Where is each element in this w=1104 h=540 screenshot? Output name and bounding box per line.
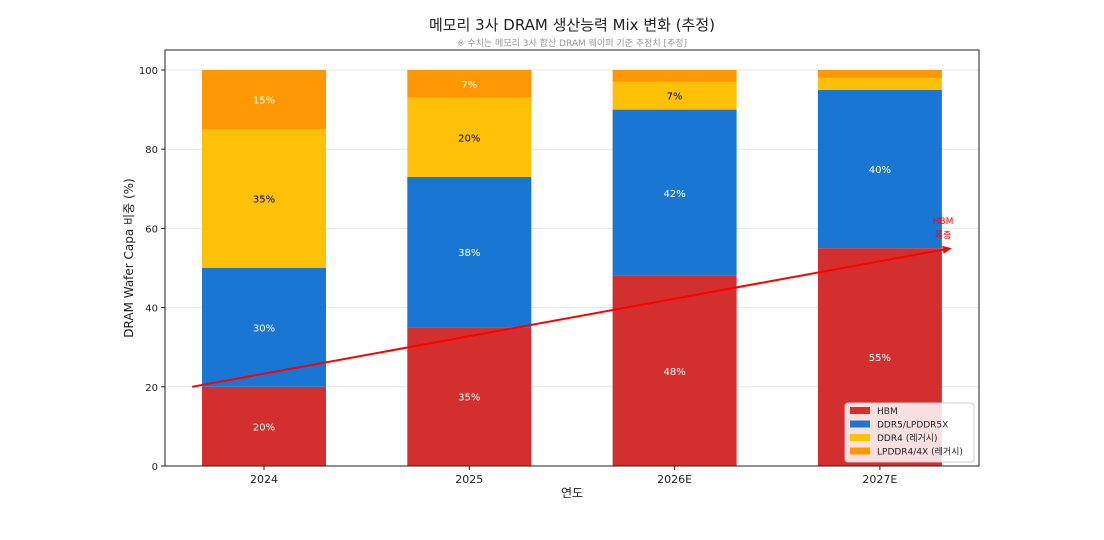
data-label: 30% [253, 323, 275, 334]
x-tick-label: 2027E [862, 473, 897, 486]
bar-ddr4 [817, 77, 942, 90]
y-tick-label: 40 [145, 304, 158, 315]
x-tick-label: 2024 [250, 473, 278, 486]
data-label: 42% [663, 189, 685, 200]
bar-ddr4 [202, 129, 326, 268]
x-axis-label: 연도 [561, 486, 583, 500]
x-tick-label: 2026E [657, 473, 692, 486]
y-axis-label: DRAM Wafer Capa 비중 (%) [122, 178, 136, 337]
legend-box [844, 402, 975, 463]
data-label: 35% [253, 195, 275, 206]
y-tick-label: 80 [145, 145, 158, 156]
trend-arrow: HBM 폭증 [191, 217, 954, 388]
bar-ddr4 [612, 81, 737, 110]
annotation-text: 폭증 [935, 230, 952, 241]
bar-ddr5-lpddr5x [407, 176, 532, 328]
plot-frame [164, 49, 980, 467]
bar-ddr4 [407, 97, 532, 177]
arrow-head-icon [942, 245, 952, 254]
data-label: 7% [461, 80, 477, 91]
legend: HBM DDR5/LPDDR5X DDR4 (레거시) LPDDR4/4X (레거시) [844, 402, 975, 463]
legend-label: DDR5/LPDDR5X [877, 421, 948, 431]
data-label: 20% [458, 133, 480, 144]
bar-lpddr4-4x [202, 70, 326, 130]
data-label: 35% [458, 393, 480, 404]
y-tick-label: 0 [152, 462, 158, 473]
bar-hbm [407, 327, 532, 466]
bars [202, 70, 942, 466]
bar-ddr5-lpddr5x [817, 89, 942, 249]
legend-swatch [850, 447, 870, 455]
data-label: 38% [458, 248, 480, 259]
y-tick-label: 20 [145, 383, 158, 394]
legend-label: DDR4 (레거시) [877, 433, 938, 444]
bar-ddr5-lpddr5x [612, 109, 737, 276]
data-label: 15% [253, 96, 275, 107]
bar-hbm [612, 275, 737, 466]
bar-lpddr4-4x [817, 70, 942, 78]
y-tick-label: 60 [145, 224, 158, 235]
legend-label: HBM [877, 407, 898, 417]
axes: 0 20 40 60 80 100 2024 2025 2026E 2027E [139, 66, 898, 486]
chart-subtitle: ※ 수치는 메모리 3사 합산 DRAM 웨이퍼 기준 추정치 [추정] [457, 37, 687, 49]
legend-swatch [850, 420, 870, 428]
chart-title: 메모리 3사 DRAM 생산능력 Mix 변화 (추정) [429, 16, 715, 34]
data-label: 7% [667, 92, 683, 103]
data-label: 55% [869, 353, 891, 364]
x-tick-label: 2025 [455, 473, 483, 486]
data-label: 40% [869, 165, 891, 176]
arrow-line [191, 248, 946, 388]
data-label: 20% [253, 422, 275, 433]
data-label: 48% [663, 367, 685, 378]
legend-label: LPDDR4/4X (레거시) [877, 447, 963, 458]
annotation-text: HBM [933, 217, 954, 227]
bar-lpddr4-4x [612, 70, 737, 82]
bar-lpddr4-4x [407, 70, 532, 98]
bar-hbm [202, 386, 326, 466]
legend-swatch [850, 434, 870, 441]
legend-swatch [850, 407, 870, 414]
y-tick-label: 100 [139, 66, 158, 77]
data-labels: 20% 30% 35% 15% 35% 38% 20% 7% 48% 42% 7% 55% 40% [253, 80, 891, 434]
